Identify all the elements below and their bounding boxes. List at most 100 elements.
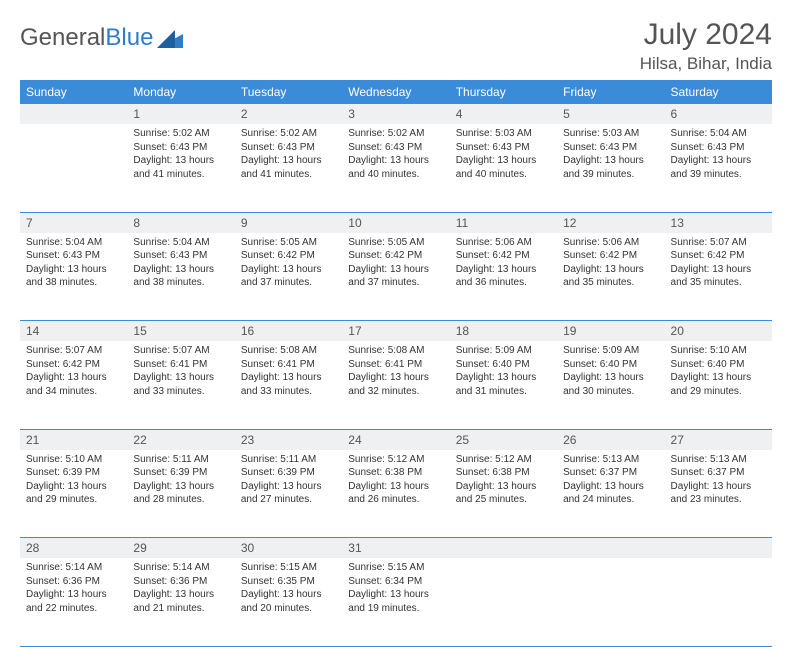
day-number: 26 [557, 429, 664, 450]
day-cell: Sunrise: 5:09 AMSunset: 6:40 PMDaylight:… [557, 341, 664, 429]
location: Hilsa, Bihar, India [640, 54, 772, 74]
day-detail-line: Sunset: 6:43 PM [563, 141, 658, 155]
day-detail-line: Sunrise: 5:15 AM [348, 561, 443, 575]
day-detail-line: and 24 minutes. [563, 493, 658, 507]
day-cell: Sunrise: 5:04 AMSunset: 6:43 PMDaylight:… [665, 124, 772, 212]
day-number: 27 [665, 429, 772, 450]
day-detail-line: Daylight: 13 hours [671, 154, 766, 168]
day-detail-line: and 26 minutes. [348, 493, 443, 507]
day-detail-line: and 31 minutes. [456, 385, 551, 399]
day-detail-line: Sunset: 6:40 PM [563, 358, 658, 372]
day-detail-line: Daylight: 13 hours [563, 263, 658, 277]
day-detail-line: Daylight: 13 hours [671, 263, 766, 277]
day-cell: Sunrise: 5:14 AMSunset: 6:36 PMDaylight:… [20, 558, 127, 646]
day-detail-line: Sunset: 6:42 PM [241, 249, 336, 263]
day-detail-line: and 33 minutes. [241, 385, 336, 399]
day-detail-line: Daylight: 13 hours [348, 371, 443, 385]
day-detail-line: Sunset: 6:40 PM [671, 358, 766, 372]
day-detail-line: Sunset: 6:43 PM [133, 141, 228, 155]
day-number [450, 538, 557, 559]
day-cell: Sunrise: 5:07 AMSunset: 6:42 PMDaylight:… [20, 341, 127, 429]
day-number: 5 [557, 104, 664, 124]
day-cell: Sunrise: 5:03 AMSunset: 6:43 PMDaylight:… [450, 124, 557, 212]
day-cell: Sunrise: 5:06 AMSunset: 6:42 PMDaylight:… [557, 233, 664, 321]
day-detail-line: Daylight: 13 hours [563, 154, 658, 168]
day-detail-line: Daylight: 13 hours [241, 588, 336, 602]
weekday-header: Wednesday [342, 80, 449, 104]
day-detail-line: Daylight: 13 hours [133, 588, 228, 602]
day-number: 19 [557, 321, 664, 342]
day-detail-line: Sunrise: 5:10 AM [671, 344, 766, 358]
day-cell: Sunrise: 5:03 AMSunset: 6:43 PMDaylight:… [557, 124, 664, 212]
day-detail-line: Sunrise: 5:05 AM [348, 236, 443, 250]
day-cell: Sunrise: 5:11 AMSunset: 6:39 PMDaylight:… [235, 450, 342, 538]
day-detail-line: Sunrise: 5:14 AM [26, 561, 121, 575]
logo-icon [157, 30, 183, 48]
day-detail-line: Daylight: 13 hours [671, 480, 766, 494]
day-detail-line: Sunset: 6:43 PM [671, 141, 766, 155]
day-detail-line: Sunrise: 5:10 AM [26, 453, 121, 467]
day-detail-line: Sunrise: 5:11 AM [133, 453, 228, 467]
day-number: 16 [235, 321, 342, 342]
day-detail-line: Daylight: 13 hours [348, 263, 443, 277]
day-cell: Sunrise: 5:06 AMSunset: 6:42 PMDaylight:… [450, 233, 557, 321]
day-detail-line: Daylight: 13 hours [241, 480, 336, 494]
day-number: 12 [557, 212, 664, 233]
day-cell: Sunrise: 5:12 AMSunset: 6:38 PMDaylight:… [450, 450, 557, 538]
day-detail-line: and 39 minutes. [671, 168, 766, 182]
day-cell [557, 558, 664, 646]
day-number: 31 [342, 538, 449, 559]
day-detail-line: Sunrise: 5:07 AM [26, 344, 121, 358]
day-number: 10 [342, 212, 449, 233]
day-detail-line: and 32 minutes. [348, 385, 443, 399]
day-cell: Sunrise: 5:12 AMSunset: 6:38 PMDaylight:… [342, 450, 449, 538]
month-title: July 2024 [640, 18, 772, 52]
day-detail-line: and 38 minutes. [133, 276, 228, 290]
day-detail-line: Sunrise: 5:02 AM [133, 127, 228, 141]
day-number: 22 [127, 429, 234, 450]
day-detail-line: Daylight: 13 hours [456, 371, 551, 385]
day-detail-line: Sunrise: 5:13 AM [671, 453, 766, 467]
day-cell: Sunrise: 5:14 AMSunset: 6:36 PMDaylight:… [127, 558, 234, 646]
day-detail-line: Sunrise: 5:08 AM [348, 344, 443, 358]
day-detail-line: Daylight: 13 hours [348, 588, 443, 602]
day-number [20, 104, 127, 124]
day-detail-line: Sunset: 6:43 PM [26, 249, 121, 263]
day-detail-line: and 20 minutes. [241, 602, 336, 616]
day-detail-line: Sunset: 6:39 PM [26, 466, 121, 480]
content-row: Sunrise: 5:10 AMSunset: 6:39 PMDaylight:… [20, 450, 772, 538]
day-number: 3 [342, 104, 449, 124]
day-detail-line: Sunset: 6:34 PM [348, 575, 443, 589]
day-detail-line: Daylight: 13 hours [456, 154, 551, 168]
daynum-row: 123456 [20, 104, 772, 124]
day-detail-line: and 22 minutes. [26, 602, 121, 616]
day-detail-line: and 40 minutes. [348, 168, 443, 182]
weekday-header: Monday [127, 80, 234, 104]
weekday-header-row: Sunday Monday Tuesday Wednesday Thursday… [20, 80, 772, 104]
day-detail-line: Daylight: 13 hours [241, 371, 336, 385]
day-detail-line: Sunset: 6:41 PM [348, 358, 443, 372]
day-detail-line: Sunset: 6:39 PM [241, 466, 336, 480]
day-detail-line: and 30 minutes. [563, 385, 658, 399]
day-detail-line: Daylight: 13 hours [26, 371, 121, 385]
day-number: 9 [235, 212, 342, 233]
day-detail-line: Sunrise: 5:12 AM [456, 453, 551, 467]
day-detail-line: and 41 minutes. [133, 168, 228, 182]
day-detail-line: Daylight: 13 hours [133, 263, 228, 277]
weekday-header: Friday [557, 80, 664, 104]
day-detail-line: Sunset: 6:43 PM [241, 141, 336, 155]
day-detail-line: Daylight: 13 hours [348, 480, 443, 494]
day-detail-line: Sunset: 6:40 PM [456, 358, 551, 372]
day-cell: Sunrise: 5:11 AMSunset: 6:39 PMDaylight:… [127, 450, 234, 538]
day-cell: Sunrise: 5:13 AMSunset: 6:37 PMDaylight:… [557, 450, 664, 538]
header: GeneralBlue July 2024 Hilsa, Bihar, Indi… [20, 18, 772, 74]
content-row: Sunrise: 5:14 AMSunset: 6:36 PM Daylight:… [20, 558, 772, 646]
day-number: 7 [20, 212, 127, 233]
day-cell: Sunrise: 5:08 AMSunset: 6:41 PMDaylight:… [235, 341, 342, 429]
day-detail-line: Daylight: 13 hours [241, 263, 336, 277]
daynum-row: 78910111213 [20, 212, 772, 233]
day-detail-line: Sunset: 6:36 PM [26, 575, 121, 589]
content-row: Sunrise: 5:04 AMSunset: 6:43 PMDaylight:… [20, 233, 772, 321]
weekday-header: Sunday [20, 80, 127, 104]
day-detail-line: Sunrise: 5:04 AM [671, 127, 766, 141]
